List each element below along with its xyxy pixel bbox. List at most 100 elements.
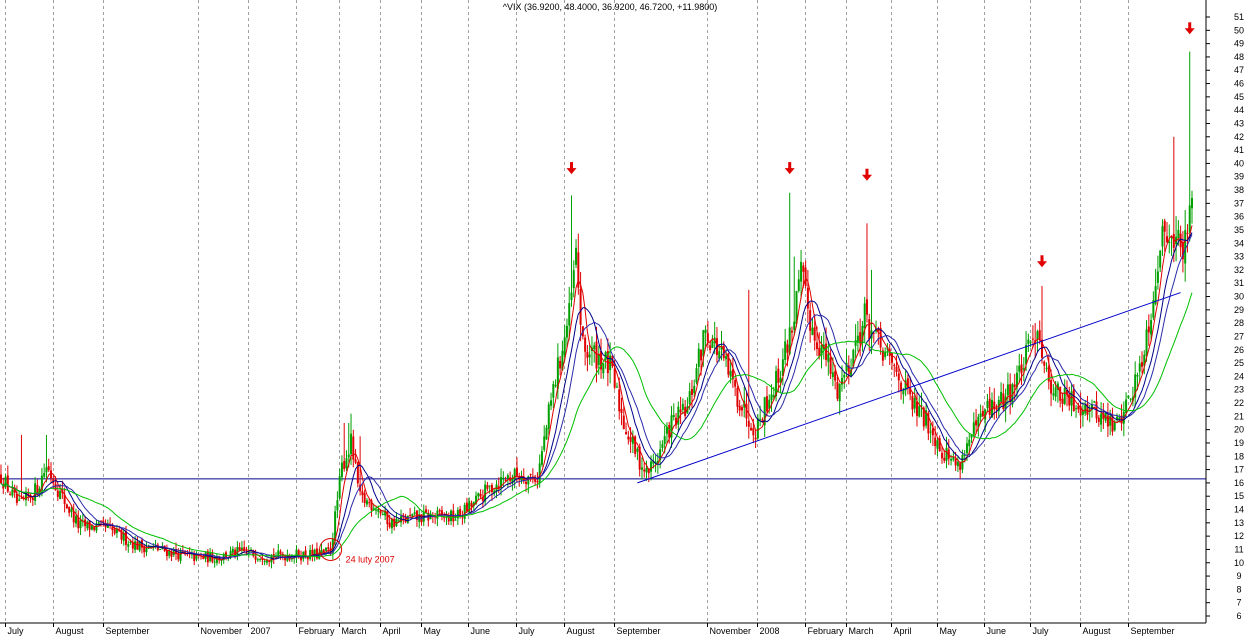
candle-body	[322, 549, 325, 553]
candle-body	[911, 395, 914, 410]
candle-body	[863, 303, 866, 329]
candle-body	[145, 548, 148, 553]
y-tick-label: 20	[1234, 425, 1244, 435]
candle-body	[629, 437, 632, 442]
candle-body	[459, 509, 462, 516]
candle-body	[527, 476, 530, 485]
candle-body	[1191, 198, 1193, 209]
x-tick-label: August	[56, 626, 85, 636]
candle-body	[622, 415, 625, 429]
candle-body	[893, 364, 896, 366]
candle-body	[165, 550, 168, 556]
candle-body	[277, 550, 280, 556]
candle-body	[568, 303, 571, 326]
candle-body	[56, 490, 59, 497]
candle-body	[938, 438, 941, 452]
y-tick-label: 23	[1234, 385, 1244, 395]
candle-body	[506, 475, 509, 479]
candle-body	[806, 287, 809, 309]
candle-body	[1056, 383, 1059, 390]
candle-body	[970, 434, 973, 438]
candle-body	[245, 552, 248, 554]
candle-body	[965, 443, 968, 454]
annotation-group: 24 luty 2007	[319, 537, 395, 564]
moving-average-lines	[0, 225, 1193, 561]
candle-body	[947, 449, 950, 459]
candle-body	[263, 561, 266, 563]
y-tick-label: 26	[1234, 345, 1244, 355]
x-tick-label: September	[617, 626, 661, 636]
y-tick-label: 7	[1236, 598, 1241, 608]
candle-body	[1077, 406, 1080, 410]
candle-body	[343, 461, 346, 469]
candle-body	[522, 476, 525, 482]
candle-body	[436, 510, 439, 519]
candle-body	[636, 448, 639, 452]
y-tick-label: 25	[1234, 358, 1244, 368]
candle-body	[1050, 380, 1053, 394]
peak-arrow	[566, 162, 577, 175]
candle-body	[490, 485, 493, 493]
moving-average-30	[0, 292, 1193, 558]
candle-body	[159, 549, 162, 551]
candle-body	[931, 428, 934, 436]
candle-body	[618, 389, 621, 412]
y-tick-label: 51	[1234, 12, 1244, 22]
candle-body	[406, 515, 409, 523]
peak-arrow	[1036, 255, 1047, 268]
y-tick-label: 13	[1234, 518, 1244, 528]
candle-body	[1043, 361, 1046, 366]
candle-body	[0, 474, 2, 484]
candle-body	[781, 359, 784, 376]
candle-body	[363, 493, 366, 504]
candle-body	[381, 513, 384, 515]
x-tick-label: July	[8, 626, 25, 636]
candle-body	[188, 553, 191, 555]
y-tick-label: 31	[1234, 278, 1244, 288]
y-tick-label: 47	[1234, 65, 1244, 75]
candle-body	[329, 548, 332, 554]
candle-body	[956, 461, 959, 467]
candle-body	[1152, 300, 1155, 318]
candle-body	[556, 357, 559, 389]
candle-body	[502, 477, 505, 479]
candle-body	[50, 470, 53, 479]
candle-body	[479, 493, 482, 497]
candle-body	[1125, 399, 1128, 413]
candle-body	[327, 547, 330, 549]
candle-body	[397, 520, 400, 522]
x-tick-label: July	[519, 626, 536, 636]
candle-body	[1040, 339, 1043, 358]
candle-body	[1031, 338, 1034, 340]
candle-body	[768, 399, 771, 409]
x-tick-label: June	[987, 626, 1007, 636]
y-tick-label: 8	[1236, 584, 1241, 594]
y-tick-label: 35	[1234, 225, 1244, 235]
candle-body	[834, 371, 837, 381]
candle-body	[868, 319, 871, 340]
candle-body	[706, 333, 709, 342]
candle-body	[20, 497, 23, 499]
y-tick-label: 17	[1234, 465, 1244, 475]
candle-body	[513, 469, 516, 480]
candle-body	[852, 349, 855, 367]
candle-body	[611, 355, 614, 367]
candle-body	[1100, 413, 1103, 425]
candle-body	[670, 415, 673, 438]
candle-body	[140, 540, 143, 548]
x-tick-label: May	[940, 626, 958, 636]
candle-body	[547, 404, 550, 429]
candle-body	[234, 549, 237, 557]
candle-body	[656, 460, 659, 464]
y-tick-label: 37	[1234, 198, 1244, 208]
candle-body	[659, 449, 662, 461]
candle-body	[181, 551, 184, 553]
candle-body	[756, 418, 759, 439]
y-tick-label: 48	[1234, 52, 1244, 62]
candle-body	[775, 371, 778, 397]
candle-body	[297, 550, 300, 558]
x-tick-label: 2007	[251, 626, 271, 636]
x-tick-label: September	[1131, 626, 1175, 636]
candle-body	[665, 427, 668, 434]
candle-body	[668, 425, 671, 438]
